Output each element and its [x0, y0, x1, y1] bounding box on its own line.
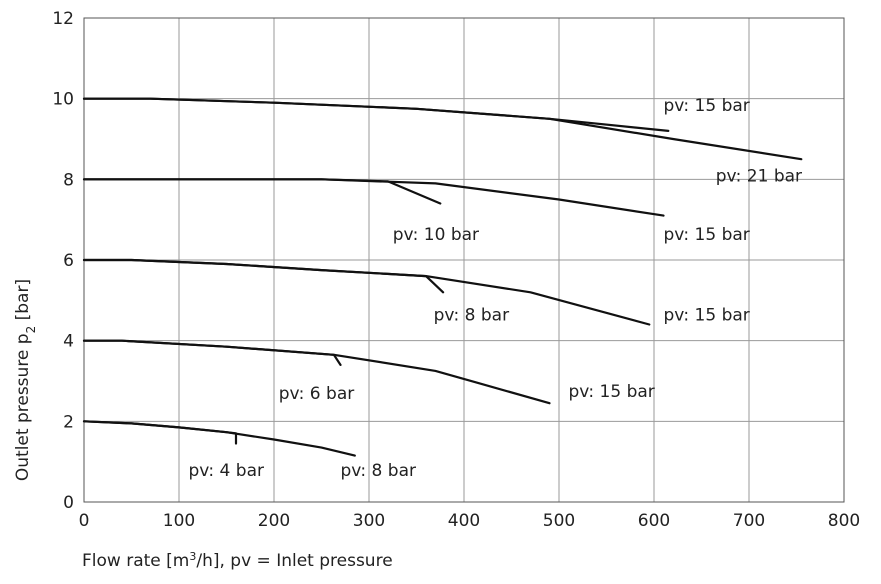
x-axis-label: Flow rate [m3/h], pv = Inlet pressure: [82, 550, 393, 572]
x-tick-label: 200: [258, 511, 290, 531]
y-tick-label: 6: [63, 251, 74, 271]
series-line: [82, 258, 651, 326]
tick-labels: 0 100 200 300 400 500 600 700 800 0 2 4 6 8 10 12: [52, 9, 860, 531]
curve-label: pv: 21 bar: [716, 166, 802, 186]
series-line: [82, 420, 238, 445]
y-axis-label: Outlet pressure p2 [bar]: [13, 279, 38, 481]
x-tick-label: 600: [638, 511, 670, 531]
x-tick-label: 100: [163, 511, 195, 531]
y-tick-label: 10: [52, 90, 74, 110]
x-tick-label: 700: [733, 511, 765, 531]
y-tick-label: 2: [63, 412, 74, 432]
series-line: [82, 258, 445, 294]
x-tick-label: 0: [79, 511, 90, 531]
grid: [83, 17, 845, 503]
y-tick-label: 12: [52, 9, 74, 29]
superscript: 3: [189, 550, 196, 563]
curves: [82, 97, 803, 457]
curve-label: pv: 15 bar: [664, 96, 750, 116]
subscript: 2: [24, 326, 38, 334]
series-line: [82, 339, 551, 405]
curve-label: pv: 6 bar: [279, 384, 354, 404]
y-tick-label: 4: [63, 332, 74, 352]
series-line: [82, 97, 803, 161]
curve-label: pv: 4 bar: [189, 461, 264, 481]
series-line: [82, 420, 356, 457]
curve-label: pv: 15 bar: [664, 225, 750, 245]
curve-labels: pv: 15 bar pv: 21 bar pv: 10 bar pv: 15 bar…: [189, 96, 803, 481]
series-line: [82, 178, 442, 205]
curve-label: pv: 8 bar: [434, 306, 509, 326]
series-line: [82, 97, 670, 132]
x-tick-label: 400: [448, 511, 480, 531]
curve-label: pv: 8 bar: [341, 461, 416, 481]
curve-label: pv: 15 bar: [569, 382, 655, 402]
y-tick-label: 0: [63, 493, 74, 513]
curve-label: pv: 15 bar: [664, 306, 750, 326]
curve-label: pv: 10 bar: [393, 225, 479, 245]
y-tick-label: 8: [63, 170, 74, 190]
series-line: [82, 178, 665, 217]
x-tick-label: 800: [828, 511, 860, 531]
x-tick-label: 500: [543, 511, 575, 531]
x-tick-label: 300: [353, 511, 385, 531]
